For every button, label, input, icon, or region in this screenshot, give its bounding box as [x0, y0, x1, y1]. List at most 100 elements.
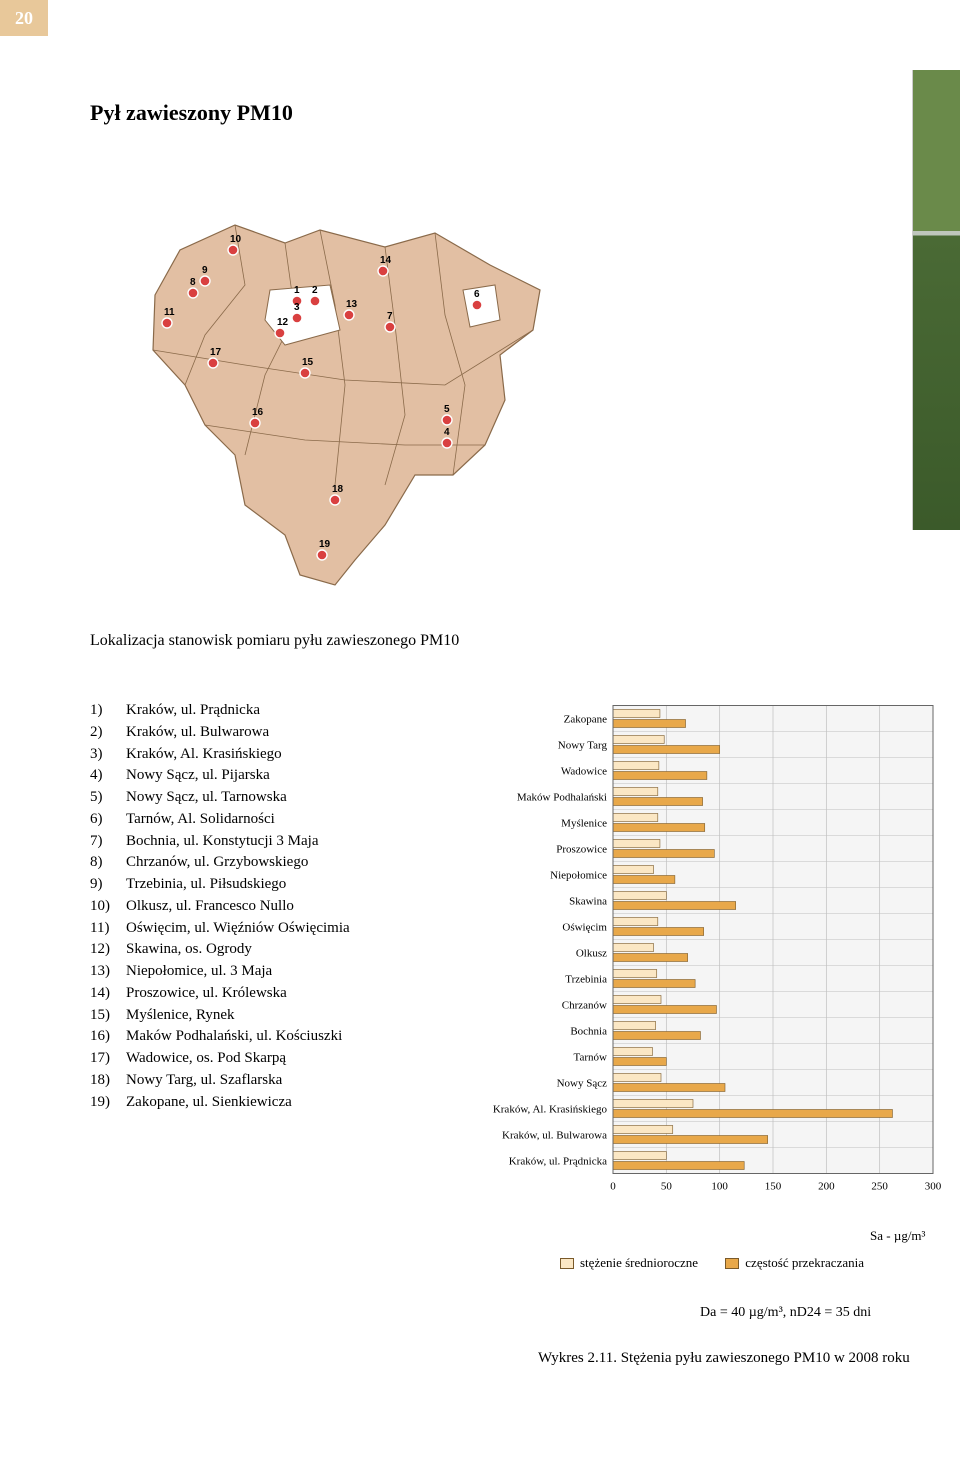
page-number: 20	[0, 0, 48, 36]
location-row: 11)Oświęcim, ul. Więźniów Oświęcimia	[90, 918, 350, 940]
legend-swatch-2	[725, 1258, 739, 1269]
svg-text:11: 11	[164, 307, 175, 318]
svg-text:Kraków, Al. Krasińskiego: Kraków, Al. Krasińskiego	[493, 1104, 608, 1116]
location-row: 12)Skawina, os. Ogrody	[90, 939, 350, 961]
location-row: 6)Tarnów, Al. Solidarności	[90, 809, 350, 831]
side-photo-strip	[912, 70, 960, 530]
location-number: 2)	[90, 722, 126, 744]
svg-text:1: 1	[294, 285, 300, 296]
location-label: Chrzanów, ul. Grzybowskiego	[126, 852, 308, 874]
location-number: 9)	[90, 874, 126, 896]
svg-text:Tarnów: Tarnów	[574, 1052, 607, 1064]
axis-unit-label: Sa - µg/m³	[870, 1228, 925, 1244]
location-number: 11)	[90, 918, 126, 940]
svg-text:Trzebinia: Trzebinia	[565, 974, 607, 986]
location-label: Kraków, Al. Krasińskiego	[126, 744, 282, 766]
location-label: Kraków, ul. Prądnicka	[126, 700, 260, 722]
location-label: Nowy Targ, ul. Szaflarska	[126, 1070, 282, 1092]
map-figure: 12345678910111213141516171819	[85, 155, 585, 605]
location-row: 7)Bochnia, ul. Konstytucji 3 Maja	[90, 831, 350, 853]
svg-text:10: 10	[230, 234, 242, 245]
svg-text:3: 3	[294, 302, 300, 313]
location-row: 13)Niepołomice, ul. 3 Maja	[90, 961, 350, 983]
map-caption: Lokalizacja stanowisk pomiaru pyłu zawie…	[90, 630, 490, 652]
svg-text:Proszowice: Proszowice	[556, 844, 607, 856]
svg-text:7: 7	[387, 311, 393, 322]
svg-text:16: 16	[252, 407, 264, 418]
section-heading: Pył zawieszony PM10	[90, 100, 293, 126]
svg-text:300: 300	[925, 1181, 942, 1193]
location-label: Tarnów, Al. Solidarności	[126, 809, 275, 831]
location-label: Trzebinia, ul. Piłsudskiego	[126, 874, 286, 896]
svg-text:19: 19	[319, 539, 331, 550]
location-row: 18)Nowy Targ, ul. Szaflarska	[90, 1070, 350, 1092]
svg-text:Kraków, ul. Prądnicka: Kraków, ul. Prądnicka	[509, 1156, 607, 1168]
svg-text:Nowy Sącz: Nowy Sącz	[557, 1078, 608, 1090]
location-label: Oświęcim, ul. Więźniów Oświęcimia	[126, 918, 350, 940]
svg-text:9: 9	[202, 265, 208, 276]
location-number: 5)	[90, 787, 126, 809]
location-number: 13)	[90, 961, 126, 983]
location-label: Nowy Sącz, ul. Pijarska	[126, 765, 270, 787]
svg-text:13: 13	[346, 299, 358, 310]
svg-text:Niepołomice: Niepołomice	[550, 870, 607, 882]
svg-text:15: 15	[302, 357, 314, 368]
svg-text:6: 6	[474, 289, 480, 300]
location-number: 7)	[90, 831, 126, 853]
location-number: 10)	[90, 896, 126, 918]
location-label: Kraków, ul. Bulwarowa	[126, 722, 269, 744]
location-number: 1)	[90, 700, 126, 722]
svg-text:Olkusz: Olkusz	[576, 948, 607, 960]
location-row: 15)Myślenice, Rynek	[90, 1005, 350, 1027]
location-row: 8)Chrzanów, ul. Grzybowskiego	[90, 852, 350, 874]
location-label: Nowy Sącz, ul. Tarnowska	[126, 787, 287, 809]
location-number: 15)	[90, 1005, 126, 1027]
svg-text:Chrzanów: Chrzanów	[562, 1000, 607, 1012]
location-row: 17)Wadowice, os. Pod Skarpą	[90, 1048, 350, 1070]
svg-text:250: 250	[871, 1181, 888, 1193]
svg-text:5: 5	[444, 404, 450, 415]
svg-text:200: 200	[818, 1181, 835, 1193]
location-label: Maków Podhalański, ul. Kościuszki	[126, 1026, 342, 1048]
location-row: 16)Maków Podhalański, ul. Kościuszki	[90, 1026, 350, 1048]
location-label: Bochnia, ul. Konstytucji 3 Maja	[126, 831, 318, 853]
location-label: Olkusz, ul. Francesco Nullo	[126, 896, 294, 918]
location-row: 5)Nowy Sącz, ul. Tarnowska	[90, 787, 350, 809]
threshold-note: Da = 40 µg/m³, nD24 = 35 dni	[700, 1305, 871, 1321]
location-number: 18)	[90, 1070, 126, 1092]
svg-text:Myślenice: Myślenice	[561, 818, 607, 830]
location-row: 2)Kraków, ul. Bulwarowa	[90, 722, 350, 744]
svg-text:4: 4	[444, 427, 450, 438]
location-number: 6)	[90, 809, 126, 831]
location-number: 19)	[90, 1092, 126, 1114]
svg-text:8: 8	[190, 277, 196, 288]
svg-text:Zakopane: Zakopane	[564, 714, 607, 726]
svg-text:Nowy Targ: Nowy Targ	[558, 740, 608, 752]
locations-list: 1)Kraków, ul. Prądnicka2)Kraków, ul. Bul…	[90, 700, 350, 1113]
svg-text:Oświęcim: Oświęcim	[562, 922, 607, 934]
location-row: 9)Trzebinia, ul. Piłsudskiego	[90, 874, 350, 896]
legend-swatch-1	[560, 1258, 574, 1269]
location-number: 17)	[90, 1048, 126, 1070]
bar-chart: 050100150200250300ZakopaneNowy TargWadow…	[485, 685, 945, 1250]
location-row: 19)Zakopane, ul. Sienkiewicza	[90, 1092, 350, 1114]
location-number: 3)	[90, 744, 126, 766]
location-number: 16)	[90, 1026, 126, 1048]
legend-label-2: częstość przekraczania	[745, 1255, 864, 1271]
svg-text:14: 14	[380, 255, 392, 266]
svg-text:100: 100	[711, 1181, 728, 1193]
svg-text:Wadowice: Wadowice	[561, 766, 607, 778]
location-row: 10)Olkusz, ul. Francesco Nullo	[90, 896, 350, 918]
svg-text:Maków Podhalański: Maków Podhalański	[517, 792, 607, 804]
svg-text:50: 50	[661, 1181, 673, 1193]
location-row: 3)Kraków, Al. Krasińskiego	[90, 744, 350, 766]
location-number: 4)	[90, 765, 126, 787]
svg-text:12: 12	[277, 317, 289, 328]
figure-caption: Wykres 2.11. Stężenia pyłu zawieszonego …	[538, 1350, 910, 1367]
location-number: 12)	[90, 939, 126, 961]
svg-text:Skawina: Skawina	[569, 896, 607, 908]
location-label: Zakopane, ul. Sienkiewicza	[126, 1092, 292, 1114]
location-row: 4)Nowy Sącz, ul. Pijarska	[90, 765, 350, 787]
svg-text:17: 17	[210, 347, 222, 358]
svg-text:18: 18	[332, 484, 344, 495]
